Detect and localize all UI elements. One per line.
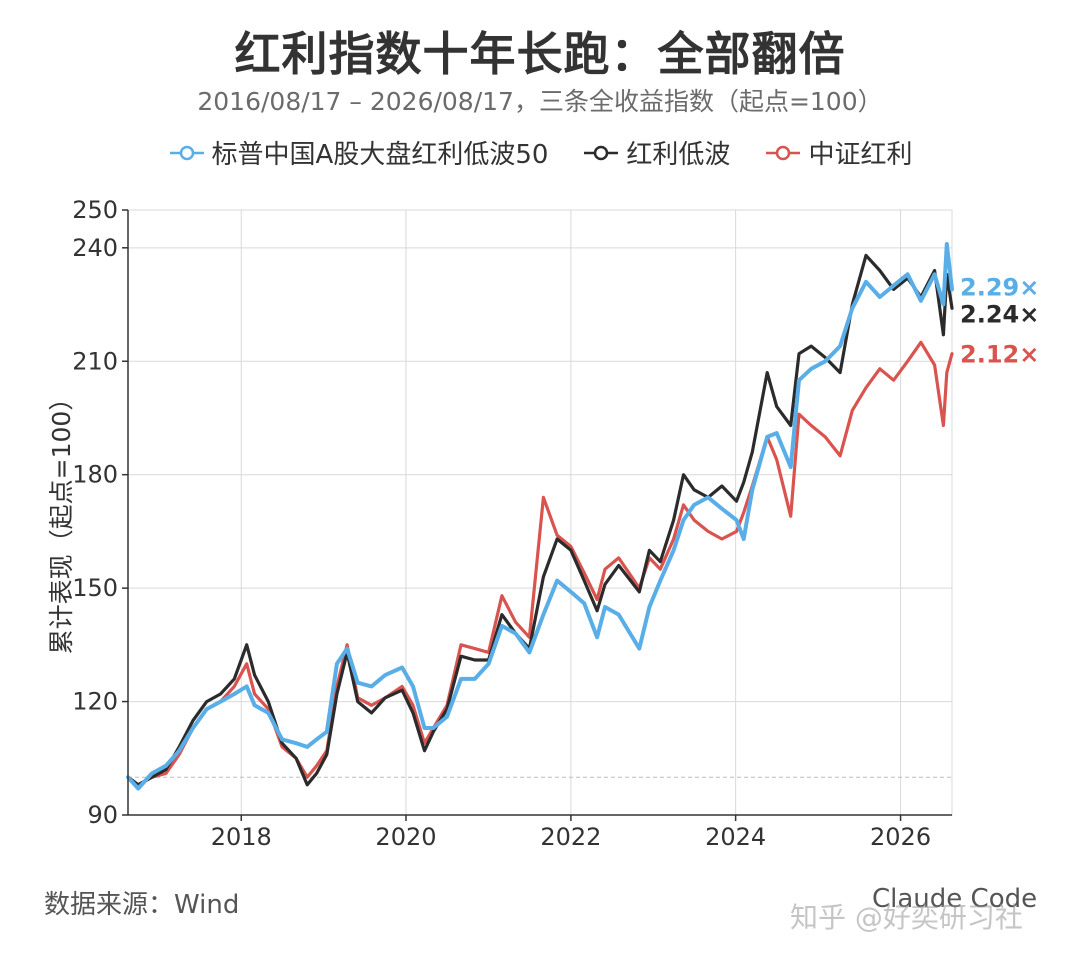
series-line-csi	[126, 340, 954, 787]
legend-label-sp: 标普中国A股大盘红利低波50	[211, 140, 549, 170]
series-line-sp	[126, 242, 954, 791]
y-tick-label: 120	[72, 688, 118, 716]
end-label-csi: 2.12×	[960, 341, 1039, 369]
chart-legend: 标普中国A股大盘红利低波50 红利低波 中证红利	[0, 134, 1080, 171]
axis-layer: 90 120 150 180 210 240 250 2018 2020 2022 2024 2026	[72, 196, 952, 851]
series-line-lowvol	[126, 253, 954, 787]
plot-border	[127, 209, 953, 816]
credit-text: Claude Code	[872, 884, 1038, 914]
y-tick-label: 210	[72, 347, 118, 375]
y-tick-label: 240	[72, 234, 118, 262]
y-axis-label: 累计表现（起点=100）	[47, 386, 76, 655]
data-source: 数据来源：Wind	[44, 890, 240, 920]
x-tick-label: 2018	[211, 823, 272, 851]
legend-marker-lowvol-icon	[584, 145, 619, 160]
legend-marker-csi-icon	[766, 145, 801, 160]
chart-title: 红利指数十年长跑：全部翻倍	[234, 27, 846, 81]
y-tick-label: 250	[72, 196, 118, 224]
x-tick-label: 2020	[375, 823, 436, 851]
legend-item-lowvol[interactable]: 红利低波	[582, 134, 730, 171]
x-tick-label: 2022	[540, 823, 601, 851]
end-label-sp: 2.29×	[960, 273, 1039, 301]
x-tick-label: 2026	[870, 823, 931, 851]
watermark: 知乎 @好奕研习社	[790, 901, 1023, 934]
legend-item-csi[interactable]: 中证红利	[764, 134, 912, 171]
legend-label-lowvol: 红利低波	[626, 140, 731, 170]
legend-marker-sp-icon	[169, 145, 204, 160]
y-tick-label: 180	[72, 461, 118, 489]
end-label-lowvol: 2.24×	[960, 300, 1039, 328]
y-tick-label: 90	[87, 801, 118, 829]
series-layer	[126, 242, 954, 791]
legend-label-csi: 中证红利	[808, 140, 913, 170]
end-labels: 2.29×2.24× 2.12×	[960, 273, 1039, 368]
grid-layer	[127, 209, 953, 816]
y-tick-label: 150	[72, 574, 118, 602]
x-tick-label: 2024	[705, 823, 766, 851]
chart-subtitle: 2016/08/17 – 2026/08/17，三条全收益指数（起点=100）	[197, 87, 883, 116]
legend-item-sp[interactable]: 标普中国A股大盘红利低波50	[168, 134, 549, 171]
